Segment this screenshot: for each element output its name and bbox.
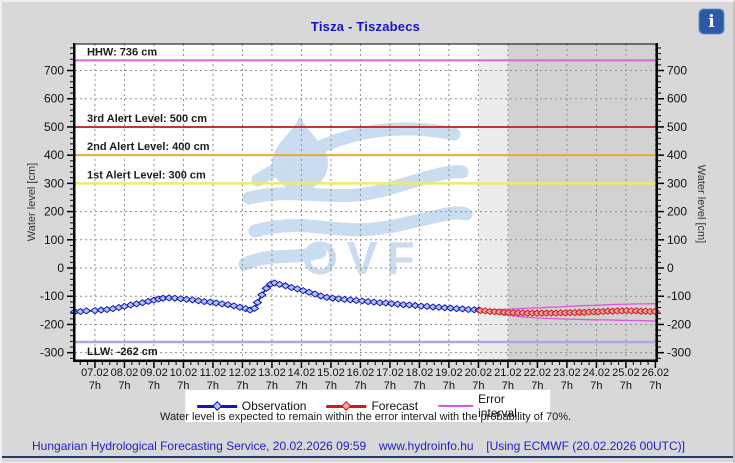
- error-interval-line-swatch: [438, 405, 474, 407]
- svg-text:700: 700: [667, 64, 687, 78]
- svg-text:LLW: -262 cm: LLW: -262 cm: [87, 346, 158, 358]
- svg-text:18.02: 18.02: [406, 367, 434, 379]
- svg-text:21.02: 21.02: [494, 367, 522, 379]
- svg-text:7h: 7h: [207, 380, 219, 392]
- svg-text:7h: 7h: [89, 380, 101, 392]
- svg-text:7h: 7h: [649, 380, 661, 392]
- svg-text:24.02: 24.02: [583, 367, 611, 379]
- svg-text:300: 300: [44, 176, 64, 190]
- svg-text:400: 400: [44, 148, 64, 162]
- svg-text:300: 300: [667, 176, 687, 190]
- svg-text:08.02: 08.02: [111, 367, 139, 379]
- svg-text:1st Alert Level: 300 cm: 1st Alert Level: 300 cm: [87, 169, 206, 181]
- svg-text:7h: 7h: [472, 380, 484, 392]
- svg-text:7h: 7h: [325, 380, 337, 392]
- svg-text:600: 600: [667, 92, 687, 106]
- legend: Observation Forecast Error interval: [184, 390, 551, 422]
- svg-text:12.02: 12.02: [229, 367, 257, 379]
- svg-text:HHW: 736 cm: HHW: 736 cm: [87, 46, 157, 58]
- legend-label: Forecast: [371, 399, 419, 413]
- footer-service-text: Hungarian Hydrological Forecasting Servi…: [32, 439, 367, 453]
- svg-text:11.02: 11.02: [200, 367, 227, 379]
- svg-text:14.02: 14.02: [288, 367, 316, 379]
- svg-text:-100: -100: [667, 289, 691, 303]
- svg-text:17.02: 17.02: [376, 367, 404, 379]
- svg-text:10.02: 10.02: [170, 367, 198, 379]
- probability-note: Water level is expected to remain within…: [159, 411, 572, 423]
- svg-text:100: 100: [667, 233, 687, 247]
- svg-text:100: 100: [44, 233, 64, 247]
- forecast-line-swatch: [326, 401, 367, 411]
- observation-line-swatch: [196, 401, 237, 411]
- svg-text:500: 500: [667, 120, 687, 134]
- info-icon: i: [708, 11, 715, 32]
- svg-text:-300: -300: [667, 346, 691, 360]
- water-level-chart: OVF HHW: 736 cm 3rd Alert Level: 500 cm 2nd…: [40, 43, 691, 392]
- svg-text:7h: 7h: [266, 380, 278, 392]
- svg-text:200: 200: [667, 205, 687, 219]
- svg-text:0: 0: [57, 261, 64, 275]
- svg-text:-200: -200: [667, 317, 691, 331]
- svg-text:7h: 7h: [148, 380, 160, 392]
- svg-text:7h: 7h: [531, 380, 543, 392]
- legend-label: Error interval: [478, 392, 517, 420]
- svg-text:26.02: 26.02: [642, 367, 670, 379]
- svg-text:600: 600: [44, 92, 64, 106]
- svg-text:400: 400: [667, 148, 687, 162]
- svg-text:3rd Alert Level: 500 cm: 3rd Alert Level: 500 cm: [87, 113, 207, 125]
- svg-text:16.02: 16.02: [347, 367, 375, 379]
- svg-text:7h: 7h: [384, 380, 396, 392]
- diamond-marker-icon: [211, 401, 222, 411]
- svg-text:700: 700: [44, 64, 64, 78]
- y-axis-label-left: Water level [cm]: [26, 162, 38, 242]
- svg-text:500: 500: [44, 120, 64, 134]
- svg-text:7h: 7h: [413, 380, 425, 392]
- legend-item-error-interval: Error interval: [438, 392, 538, 420]
- svg-text:15.02: 15.02: [317, 367, 345, 379]
- svg-text:20.02: 20.02: [465, 367, 493, 379]
- svg-text:-100: -100: [40, 289, 64, 303]
- svg-text:7h: 7h: [236, 380, 248, 392]
- svg-text:7h: 7h: [177, 380, 189, 392]
- svg-text:19.02: 19.02: [435, 367, 463, 379]
- svg-text:200: 200: [44, 205, 64, 219]
- footer: Hungarian Hydrological Forecasting Servi…: [2, 439, 729, 453]
- svg-text:23.02: 23.02: [553, 367, 581, 379]
- svg-text:7h: 7h: [354, 380, 366, 392]
- legend-item-observation: Observation: [196, 399, 307, 413]
- svg-text:07.02: 07.02: [81, 367, 109, 379]
- svg-text:25.02: 25.02: [612, 367, 640, 379]
- svg-text:-300: -300: [40, 346, 64, 360]
- page-title: Tisza - Tiszabecs: [310, 19, 421, 34]
- bottom-divider: [2, 456, 733, 458]
- diamond-marker-icon: [341, 401, 352, 411]
- svg-text:0: 0: [667, 261, 674, 275]
- svg-text:13.02: 13.02: [258, 367, 286, 379]
- legend-label: Observation: [241, 399, 307, 413]
- svg-text:09.02: 09.02: [140, 367, 168, 379]
- info-button[interactable]: i: [699, 9, 724, 34]
- y-axis-label-right: Water level [cm]: [695, 164, 707, 244]
- footer-website-link[interactable]: www.hydroinfo.hu: [378, 439, 474, 453]
- svg-text:7h: 7h: [590, 380, 602, 392]
- svg-text:22.02: 22.02: [524, 367, 552, 379]
- svg-text:7h: 7h: [295, 380, 307, 392]
- svg-text:2nd Alert Level: 400 cm: 2nd Alert Level: 400 cm: [87, 141, 210, 153]
- footer-model-text: [Using ECMWF (20.02.2026 00UTC)]: [486, 439, 685, 453]
- svg-text:OVF: OVF: [302, 232, 424, 284]
- svg-text:7h: 7h: [502, 380, 514, 392]
- svg-text:7h: 7h: [620, 380, 632, 392]
- svg-text:7h: 7h: [118, 380, 130, 392]
- svg-text:7h: 7h: [561, 380, 573, 392]
- legend-item-forecast: Forecast: [326, 399, 418, 413]
- svg-text:7h: 7h: [443, 380, 455, 392]
- svg-text:-200: -200: [40, 317, 64, 331]
